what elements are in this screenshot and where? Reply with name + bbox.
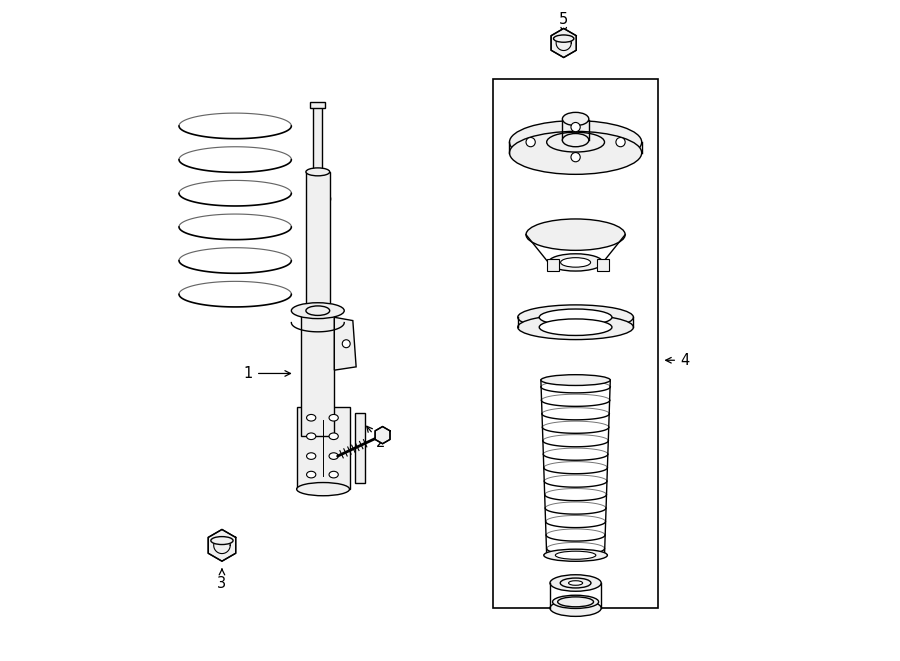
Ellipse shape [297,483,349,496]
Ellipse shape [569,581,582,585]
Polygon shape [551,28,576,58]
Ellipse shape [526,219,626,251]
Ellipse shape [541,375,610,385]
Ellipse shape [306,306,329,315]
Polygon shape [334,317,356,370]
Bar [306,172,329,311]
Ellipse shape [307,471,316,478]
Bar [547,259,560,271]
Polygon shape [208,529,236,561]
Ellipse shape [539,319,612,335]
Bar [297,407,349,489]
Circle shape [571,122,580,132]
Bar [493,79,658,608]
Circle shape [526,137,536,147]
Ellipse shape [306,168,329,176]
Bar [313,106,322,172]
Text: 1: 1 [244,366,291,381]
Ellipse shape [518,305,634,330]
Ellipse shape [553,596,599,609]
Text: 5: 5 [559,13,568,33]
Ellipse shape [544,549,608,561]
Text: 2: 2 [366,426,385,450]
Ellipse shape [548,254,603,271]
Ellipse shape [546,132,605,152]
Ellipse shape [555,551,596,559]
Bar [355,413,365,483]
Ellipse shape [329,414,338,421]
Ellipse shape [307,414,316,421]
Circle shape [571,153,580,162]
Circle shape [342,340,350,348]
Ellipse shape [307,453,316,459]
Ellipse shape [307,433,316,440]
Ellipse shape [562,112,589,126]
Ellipse shape [550,600,601,616]
Ellipse shape [554,35,574,42]
Ellipse shape [292,303,344,319]
Ellipse shape [211,537,233,545]
Circle shape [616,137,625,147]
Bar [597,259,609,271]
Ellipse shape [558,597,593,607]
Ellipse shape [561,258,590,267]
Text: 6: 6 [308,191,332,206]
Polygon shape [375,426,390,444]
Ellipse shape [562,134,589,147]
Bar [310,102,325,108]
Ellipse shape [509,121,642,164]
Ellipse shape [509,132,642,175]
Ellipse shape [560,578,591,588]
Ellipse shape [329,471,338,478]
Text: 3: 3 [218,569,227,590]
Ellipse shape [550,575,601,592]
Ellipse shape [329,453,338,459]
Bar [302,311,334,436]
Ellipse shape [518,315,634,340]
Ellipse shape [329,433,338,440]
Ellipse shape [539,309,612,325]
Text: 4: 4 [666,353,689,368]
